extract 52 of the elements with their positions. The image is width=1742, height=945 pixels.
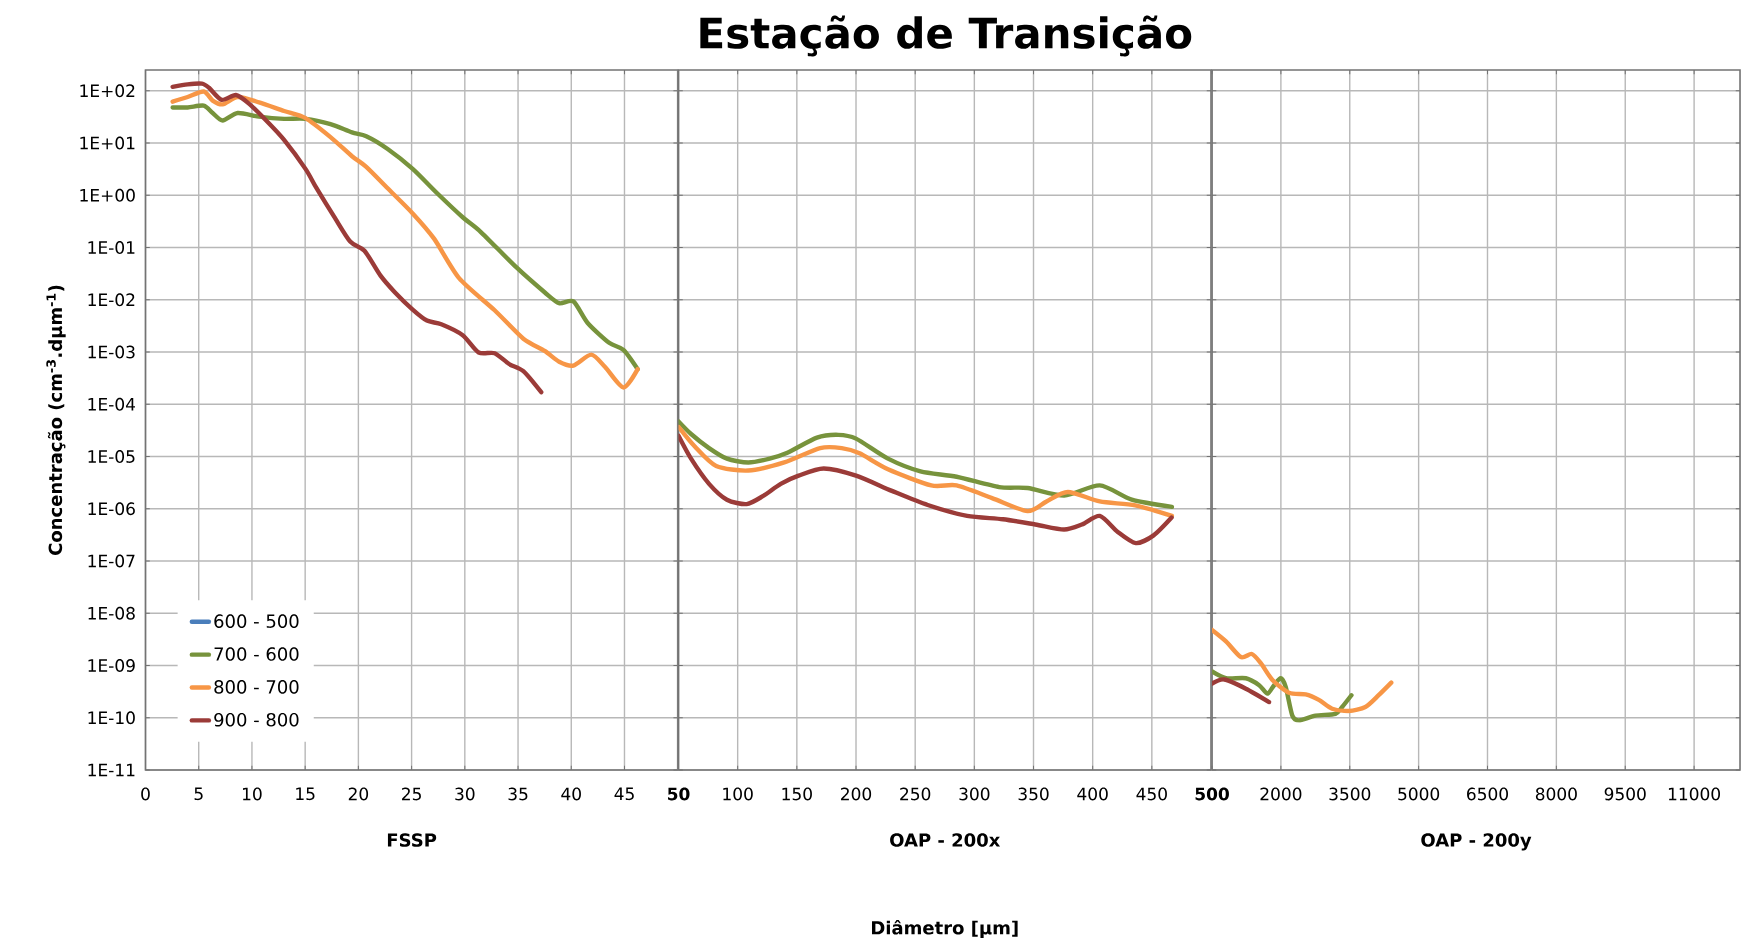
y-tick-label: 1E-09 bbox=[88, 659, 135, 672]
x-tick-label: 8000 bbox=[1535, 787, 1577, 801]
x-axis-title: FSSP bbox=[387, 833, 437, 847]
chart-title: Estação de Transição bbox=[700, 15, 1192, 57]
x-tick-label: 45 bbox=[614, 787, 634, 801]
y-tick-label: 1E-11 bbox=[88, 763, 135, 777]
legend-label: 600 - 500 bbox=[214, 614, 299, 628]
x-tick-label: 35 bbox=[508, 787, 528, 801]
legend-label: 700 - 600 bbox=[214, 647, 299, 661]
x-tick-label: 200 bbox=[841, 787, 872, 801]
line-series bbox=[170, 81, 544, 395]
x-tick-label: 20 bbox=[348, 787, 369, 801]
x-tick-label: 9500 bbox=[1604, 787, 1646, 801]
x-tick-label: 150 bbox=[782, 787, 812, 801]
x-tick-label: 100 bbox=[723, 787, 753, 801]
x-tick-label: 40 bbox=[561, 787, 581, 801]
x-tick-label: 250 bbox=[900, 787, 931, 801]
y-tick-label: 1E-08 bbox=[88, 606, 135, 620]
legend-label: 900 - 800 bbox=[214, 712, 299, 727]
y-tick-label: 1E-03 bbox=[88, 345, 135, 359]
x-tick-label: 11000 bbox=[1668, 787, 1721, 801]
y-tick-label: 1E+02 bbox=[80, 84, 135, 98]
x-tick-label: 6500 bbox=[1467, 787, 1508, 801]
y-tick-label: 1E-02 bbox=[88, 293, 135, 307]
x-axis-title: OAP - 200x bbox=[890, 833, 1001, 847]
x-tick-label: 10 bbox=[242, 787, 262, 801]
x-tick-label: 0 bbox=[141, 787, 150, 801]
x-tick-label: 5000 bbox=[1398, 787, 1440, 801]
x-axis-title: OAP - 200y bbox=[1421, 833, 1532, 851]
y-tick-label: 1E+01 bbox=[80, 136, 135, 150]
y-tick-label: 1E-01 bbox=[88, 241, 135, 254]
x-tick-label: 50 bbox=[668, 787, 690, 801]
x-tick-label: 3500 bbox=[1329, 787, 1371, 801]
y-tick-label: 1E-10 bbox=[88, 711, 135, 725]
x-tick-label: 450 bbox=[1136, 787, 1167, 801]
x-tick-label: 25 bbox=[402, 787, 421, 801]
legend-label: 800 - 700 bbox=[214, 680, 299, 694]
x-tick-label: 500 bbox=[1195, 787, 1229, 801]
x-tick-label: 30 bbox=[455, 787, 475, 801]
x-tick-label: 5 bbox=[194, 787, 203, 801]
x-tick-label: 2000 bbox=[1260, 787, 1302, 801]
x-tick-label: 350 bbox=[1018, 787, 1049, 801]
y-tick-label: 1E+00 bbox=[80, 188, 135, 202]
y-tick-label: 1E-04 bbox=[88, 397, 136, 411]
y-tick-label: 1E-05 bbox=[88, 450, 135, 463]
x-tick-label: 15 bbox=[296, 787, 315, 801]
x-tick-label: 300 bbox=[959, 787, 990, 801]
y-tick-label: 1E-06 bbox=[88, 502, 135, 516]
y-tick-label: 1E-07 bbox=[88, 554, 135, 568]
text: Diâmetro [µm] bbox=[872, 919, 1018, 939]
x-tick-label: 400 bbox=[1077, 787, 1108, 801]
y-axis-title: Concentração (cm$^{-3}$.dµm$^{-1}$) bbox=[46, 285, 66, 555]
